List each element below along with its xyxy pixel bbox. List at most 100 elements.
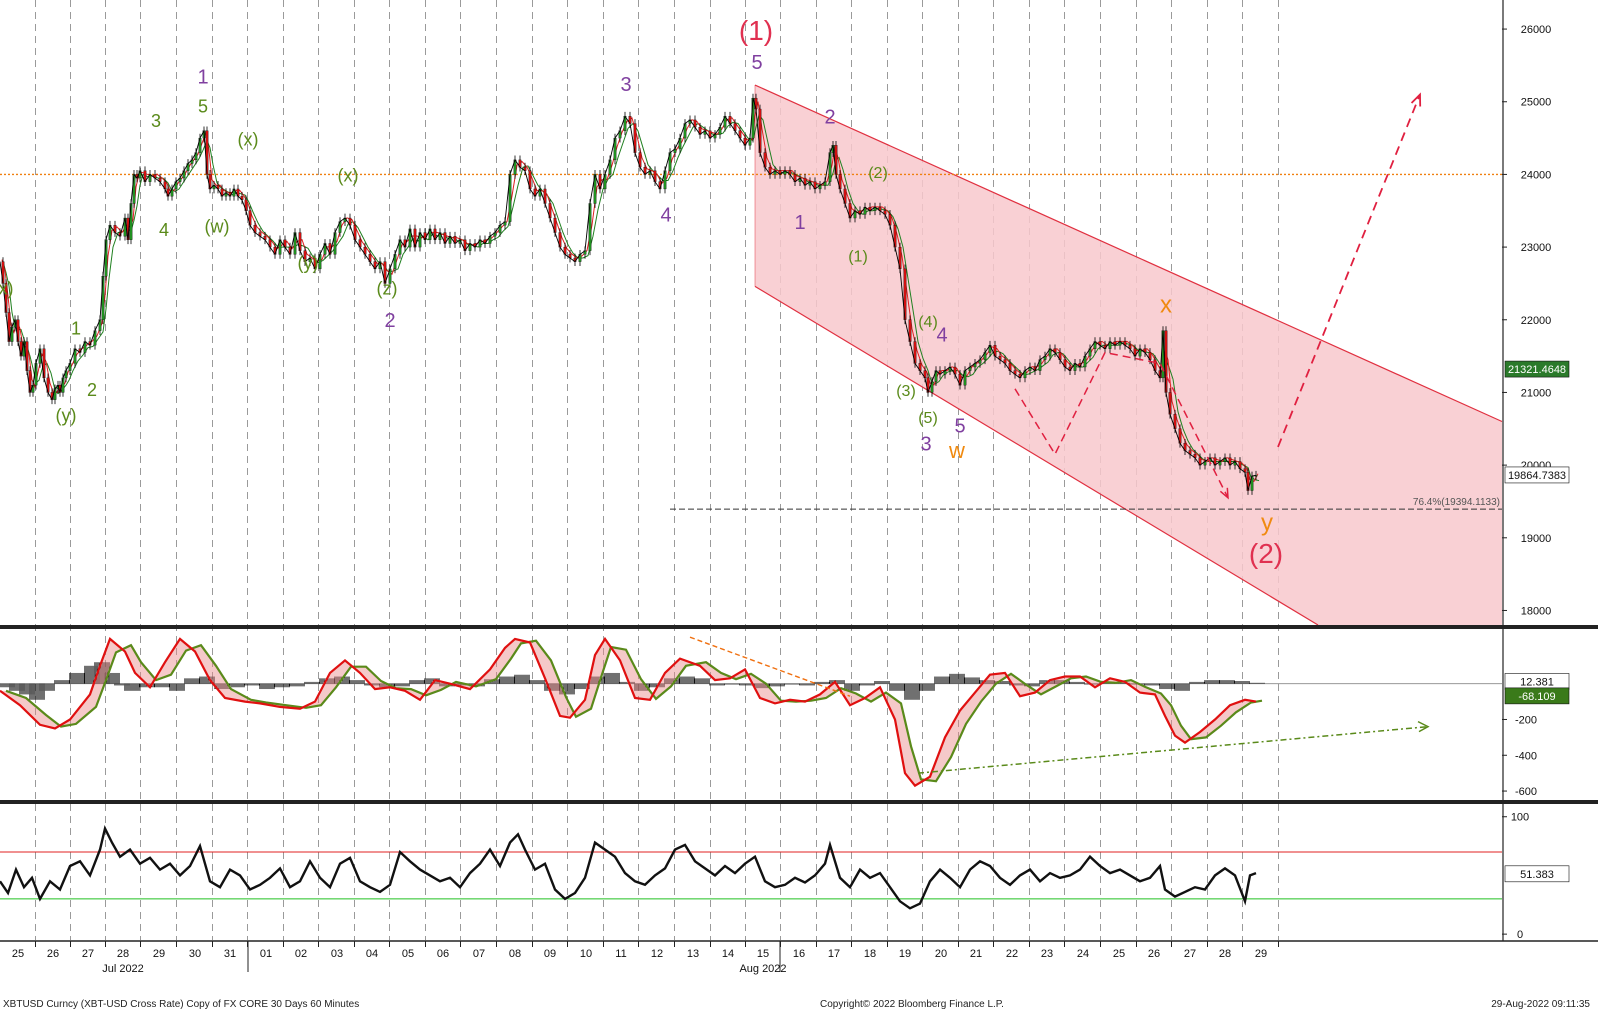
x-tick-label: 03 [331,948,343,960]
x-tick-label: 01 [260,948,272,960]
rsi-panel [0,824,1502,910]
y-tick-label: 25000 [1521,97,1552,109]
x-tick-label: 29 [153,948,165,960]
x-tick-label: 20 [935,948,947,960]
price-tag-green: 21321.4648 [1508,364,1566,376]
wave-label: 4 [936,325,947,347]
wave-label: (z) [377,278,398,298]
x-tick-label: 28 [1219,948,1231,960]
projection-up-arrowhead [1410,92,1422,107]
x-tick-label: 14 [722,948,734,960]
month-label: Aug 2022 [739,963,786,975]
x-tick-label: 26 [47,948,59,960]
x-tick-label: 08 [509,948,521,960]
channel-lower-line [754,285,1319,626]
x-tick-label: 18 [864,948,876,960]
wave-label: 3 [620,74,631,96]
wave-label: (1) [848,249,868,266]
day-gridlines [35,0,1279,940]
y-tick-label: 22000 [1521,315,1552,327]
wave-label: 4 [660,205,671,227]
oscillator-panel [0,636,1502,788]
osc-trend-arrowhead [1417,720,1430,733]
rsi-tag-box [1504,865,1570,883]
channel-fill [755,85,1502,626]
wave-label: (y) [298,253,319,273]
x-tick-label: 06 [437,948,449,960]
fib-label: 76.4%(19394.1133) [1413,497,1500,508]
x-tick-label: 21 [970,948,982,960]
price-panel: 76.4%(19394.1133) x) 1 2 (y) 3 4 1 5 (w) (x) (x) (y)… [0,15,1503,626]
x-tick-label: 09 [544,948,556,960]
x-tick-label: 15 [757,948,769,960]
x-tick-label: 07 [473,948,485,960]
price-line [0,97,1257,491]
price-tag-last-box [1504,466,1570,484]
wave-label: 5 [198,97,208,117]
wave-label: 5 [954,415,965,437]
y-tick-label: 21000 [1521,387,1552,399]
wave-label: (x) [338,166,359,186]
price-tag-last: 19864.7383 [1508,470,1566,482]
month-label: Jul 2022 [102,963,144,975]
footer-security: XBTUSD Curncy (XBT-USD Cross Rate) Copy … [3,999,360,1010]
x-tick-label: 22 [1006,948,1018,960]
x-tick-label: 19 [899,948,911,960]
osc-tag-slow: -68.109 [1518,691,1555,703]
wave-label: 2 [824,107,835,129]
x-tick-label: 23 [1041,948,1053,960]
y-tick-label: 100 [1511,812,1529,824]
x-tick-label: 12 [651,948,663,960]
x-tick-label: 16 [793,948,805,960]
osc-fill [0,638,1262,786]
wave-label: w [948,438,965,463]
wave-label: (4) [918,314,938,331]
x-tick-label: 24 [1077,948,1089,960]
x-tick-label: 25 [12,948,24,960]
projection-up-line [1277,94,1421,448]
wave-label: (x) [238,129,259,149]
x-tick-label: 02 [295,948,307,960]
y-tick-label: 19000 [1521,533,1552,545]
x-tick-label: 05 [402,948,414,960]
x-tick-label: 04 [366,948,378,960]
y-tick-label: -200 [1515,714,1537,726]
osc-trend-orange [689,636,851,697]
wave-label: 2 [87,380,97,400]
zigzag-arrowhead [1219,487,1229,500]
x-tick-label: 29 [1255,948,1267,960]
wave-label: 1 [794,212,805,234]
osc-fast-line [0,636,1257,788]
rsi-tag: 51.383 [1520,869,1554,881]
wave-label: 4 [159,220,169,240]
wave-label: y [1261,510,1273,537]
axes: 1800019000200002100022000230002400025000… [0,0,1598,975]
osc-tag-fast: 12.381 [1520,676,1554,688]
osc-trend-green [917,725,1429,774]
wave-label: (3) [896,383,916,400]
y-tick-label: 18000 [1521,605,1552,617]
wave-label: x [1160,292,1172,319]
x-tick-label: 28 [117,948,129,960]
wave-label: 3 [151,111,161,131]
wave-label: (2) [868,165,888,182]
footer-copyright: Copyright© 2022 Bloomberg Finance L.P. [820,999,1004,1010]
x-tick-label: 27 [1184,948,1196,960]
x-tick-label: 10 [580,948,592,960]
rsi-line [0,824,1257,910]
footer-timestamp: 29-Aug-2022 09:11:35 [1491,999,1590,1010]
x-tick-label: 30 [189,948,201,960]
wave-label: (5) [918,410,938,427]
x-tick-label: 17 [828,948,840,960]
wave-label: (2) [1249,538,1283,569]
wave-label: 1 [71,318,81,338]
x-tick-label: 27 [82,948,94,960]
x-tick-label: 31 [224,948,236,960]
x-tick-label: 25 [1113,948,1125,960]
y-tick-label: 26000 [1521,24,1552,36]
wave-label: 3 [920,434,931,456]
y-tick-label: -400 [1515,750,1537,762]
wave-label: 2 [384,310,395,332]
wave-label: (1) [739,15,773,46]
